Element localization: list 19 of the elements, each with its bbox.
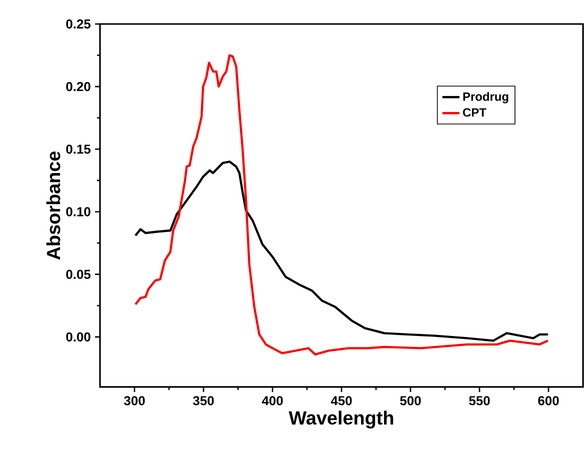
y-tick-label: 0.25	[66, 19, 91, 29]
x-tick-label: 400	[262, 396, 283, 406]
x-tick-label: 350	[193, 396, 214, 406]
x-tick-label: 450	[330, 396, 352, 406]
line-series	[134, 160, 550, 342]
legend-label: CPT	[463, 108, 486, 117]
y-tick-label: 0.20	[66, 82, 90, 92]
y-tick-label: 0.00	[66, 332, 90, 342]
y-axis-title: Absorbance	[46, 151, 60, 260]
x-tick-label: 300	[124, 396, 145, 406]
x-tick-label: 500	[400, 396, 421, 406]
y-tick-label: 0.05	[66, 270, 91, 279]
y-tick-label: 0.15	[66, 144, 91, 154]
x-tick-label: 550	[469, 396, 490, 406]
line-series	[134, 54, 550, 356]
legend-label: Prodrug	[463, 92, 508, 104]
y-tick-label: 0.10	[66, 207, 90, 216]
x-axis-title: Wavelength	[288, 410, 394, 428]
x-tick-label: 600	[538, 396, 559, 406]
